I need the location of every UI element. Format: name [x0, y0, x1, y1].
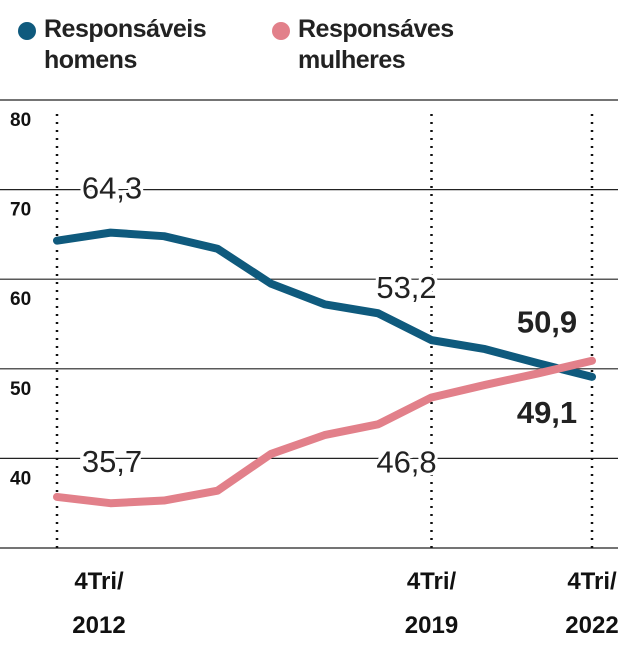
data-label: 49,1	[517, 395, 577, 430]
y-tick-label: 50	[10, 379, 31, 400]
legend-marker	[272, 22, 290, 40]
data-label: 46,8	[376, 444, 436, 479]
legend-label: Responsáves mulheres	[298, 15, 454, 74]
y-tick-label: 80	[10, 110, 31, 131]
data-label: 35,7	[82, 444, 142, 479]
legend-item: Responsáveis homens	[18, 14, 214, 76]
data-label: 64,3	[82, 171, 142, 206]
x-tick-label: 4Tri/ 2022	[565, 568, 618, 639]
legend-label: Responsáveis homens	[44, 15, 207, 74]
y-tick-label: 70	[10, 200, 31, 221]
plot-area: 40 50 60 70 80 64,3 53,2 49,1 35,7 46,8 50,9	[0, 99, 618, 549]
legend-item: Responsáves mulheres	[272, 14, 468, 76]
x-tick-label: 4Tri/ 2012	[72, 568, 126, 639]
y-tick-label: 60	[10, 289, 31, 310]
data-label: 53,2	[376, 270, 436, 305]
series-line	[53, 228, 596, 381]
series-line	[53, 356, 596, 508]
chart: 40 50 60 70 80 64,3 53,2 49,1 35,7 46,8 50,9 4Tri/…	[0, 14, 618, 639]
x-tick-label: 4Tri/ 2019	[404, 568, 459, 639]
data-label: 50,9	[517, 305, 577, 340]
legend-marker	[18, 22, 36, 40]
y-tick-label: 40	[10, 468, 31, 489]
